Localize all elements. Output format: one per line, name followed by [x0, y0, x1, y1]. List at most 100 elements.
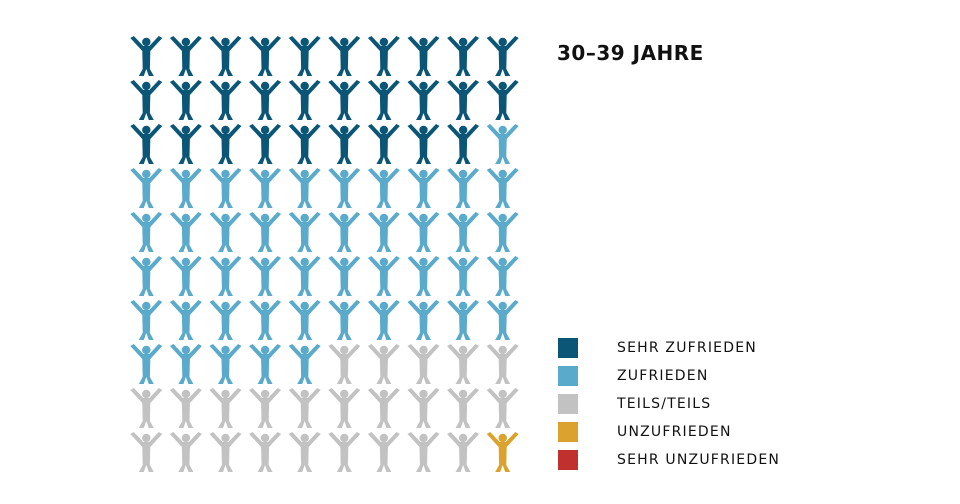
person-icon	[209, 36, 242, 76]
person-icon	[130, 300, 163, 340]
person-icon	[486, 344, 519, 384]
person-icon	[407, 36, 440, 76]
person-icon	[447, 256, 480, 296]
person-icon	[407, 432, 440, 472]
person-icon	[367, 168, 400, 208]
person-icon	[447, 168, 480, 208]
person-icon	[209, 388, 242, 428]
person-icon	[367, 300, 400, 340]
legend-swatch	[558, 422, 578, 442]
person-icon	[486, 212, 519, 252]
person-icon	[169, 344, 202, 384]
person-icon	[169, 36, 202, 76]
person-icon	[447, 432, 480, 472]
legend-item: SEHR UNZUFRIEDEN	[558, 446, 780, 474]
person-icon	[447, 36, 480, 76]
person-icon	[209, 344, 242, 384]
person-icon	[328, 124, 361, 164]
person-icon	[328, 212, 361, 252]
person-icon	[169, 256, 202, 296]
person-icon	[407, 344, 440, 384]
person-icon	[367, 80, 400, 120]
person-icon	[407, 300, 440, 340]
person-icon	[209, 256, 242, 296]
person-icon	[407, 256, 440, 296]
person-icon	[447, 80, 480, 120]
legend-label: UNZUFRIEDEN	[617, 424, 732, 440]
person-icon	[169, 168, 202, 208]
person-icon	[249, 344, 282, 384]
person-icon	[367, 344, 400, 384]
legend-label: SEHR UNZUFRIEDEN	[617, 452, 781, 468]
legend-item: ZUFRIEDEN	[558, 362, 780, 390]
person-icon	[249, 168, 282, 208]
legend-label: ZUFRIEDEN	[617, 368, 709, 384]
person-icon	[169, 80, 202, 120]
person-icon	[328, 256, 361, 296]
person-icon	[486, 36, 519, 76]
person-icon	[407, 388, 440, 428]
person-icon	[249, 212, 282, 252]
person-icon	[130, 256, 163, 296]
person-icon	[328, 388, 361, 428]
person-icon	[288, 432, 321, 472]
legend-swatch	[558, 338, 578, 358]
person-icon	[328, 168, 361, 208]
person-icon	[130, 124, 163, 164]
person-icon	[447, 388, 480, 428]
person-icon	[288, 256, 321, 296]
person-icon	[328, 300, 361, 340]
person-icon	[130, 212, 163, 252]
person-icon	[407, 80, 440, 120]
person-icon	[288, 300, 321, 340]
person-icon	[447, 344, 480, 384]
person-icon	[249, 256, 282, 296]
person-icon	[249, 80, 282, 120]
person-icon	[169, 212, 202, 252]
person-icon	[209, 212, 242, 252]
legend-item: SEHR ZUFRIEDEN	[558, 334, 780, 362]
person-icon	[367, 36, 400, 76]
person-icon	[328, 432, 361, 472]
person-icon	[209, 80, 242, 120]
person-icon	[407, 212, 440, 252]
person-icon	[486, 168, 519, 208]
person-icon	[328, 80, 361, 120]
person-icon	[209, 124, 242, 164]
person-icon	[288, 212, 321, 252]
person-icon	[288, 168, 321, 208]
person-icon	[447, 300, 480, 340]
person-icon	[447, 124, 480, 164]
person-icon	[169, 432, 202, 472]
person-icon	[367, 124, 400, 164]
person-icon	[486, 432, 519, 472]
person-icon	[486, 300, 519, 340]
person-icon	[288, 344, 321, 384]
person-icon	[209, 168, 242, 208]
chart-title: 30–39 JAHRE	[557, 41, 704, 65]
person-icon	[486, 124, 519, 164]
person-icon	[288, 80, 321, 120]
person-icon	[209, 432, 242, 472]
person-icon	[288, 36, 321, 76]
person-icon	[486, 256, 519, 296]
person-icon	[130, 432, 163, 472]
person-icon	[249, 36, 282, 76]
person-icon	[130, 344, 163, 384]
person-icon	[328, 36, 361, 76]
person-icon	[249, 300, 282, 340]
legend-label: TEILS/TEILS	[617, 396, 712, 412]
legend: SEHR ZUFRIEDEN ZUFRIEDEN TEILS/TEILS UNZUFR…	[558, 334, 780, 474]
pictogram-grid	[130, 36, 519, 472]
person-icon	[288, 388, 321, 428]
person-icon	[249, 388, 282, 428]
person-icon	[367, 212, 400, 252]
person-icon	[288, 124, 321, 164]
legend-item: TEILS/TEILS	[558, 390, 780, 418]
person-icon	[367, 256, 400, 296]
person-icon	[407, 168, 440, 208]
person-icon	[169, 300, 202, 340]
person-icon	[486, 80, 519, 120]
person-icon	[209, 300, 242, 340]
person-icon	[407, 124, 440, 164]
